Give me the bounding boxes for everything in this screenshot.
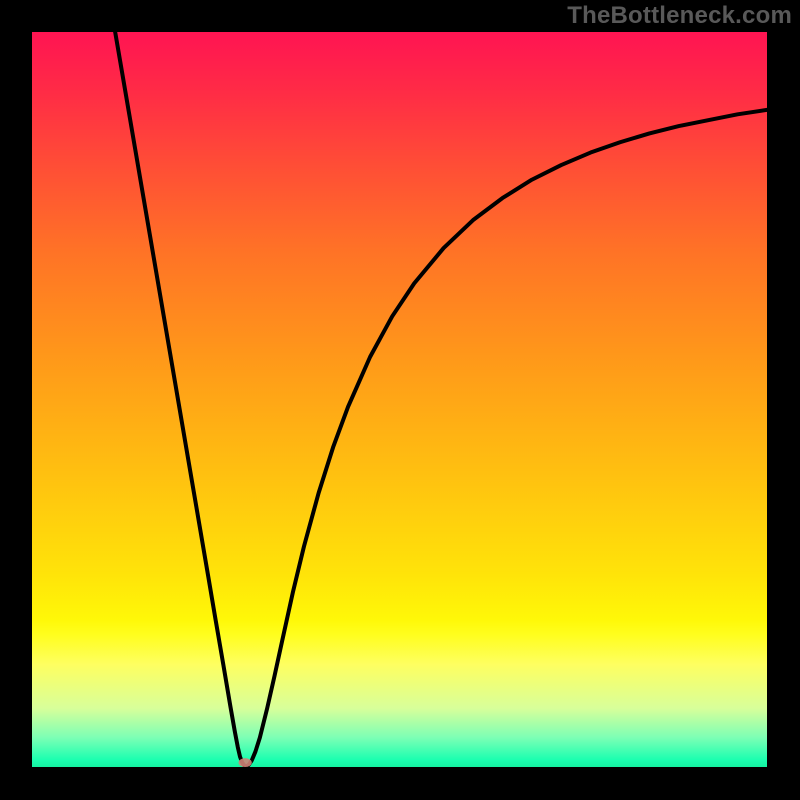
gradient-background [32,32,767,767]
bottleneck-chart [0,0,800,800]
minimum-marker [239,758,252,767]
chart-frame: TheBottleneck.com [0,0,800,800]
watermark-text: TheBottleneck.com [567,2,792,30]
